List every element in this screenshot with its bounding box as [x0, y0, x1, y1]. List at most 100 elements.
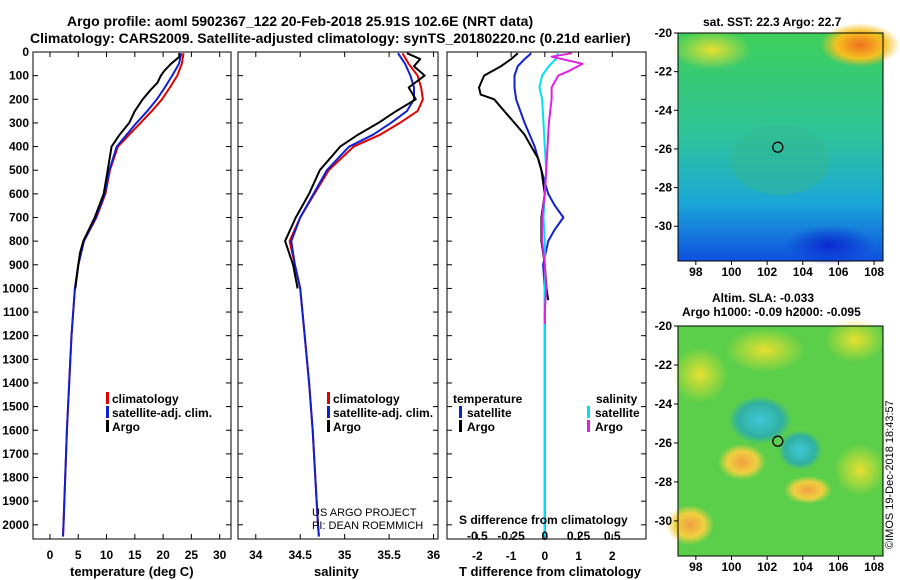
- depth-tick-label: 700: [9, 210, 29, 224]
- x-tick-label: -2: [472, 549, 483, 563]
- temperature-panel: 0 5 10 15 20 25 30 temperature (deg C) climato…: [32, 51, 232, 579]
- sst-map-title: sat. SST: 22.3 Argo: 22.7: [703, 15, 842, 29]
- difference-legend: temperature satellite Argo salinity sate…: [453, 392, 640, 434]
- legend-salinity-title: salinity: [596, 392, 638, 406]
- salinity-x-ticks: 34 34.5 35 35.5 36: [238, 51, 441, 562]
- pi-annotation: PI: DEAN ROEMMICH: [312, 520, 423, 532]
- sla-map-subtitle: Argo h1000: -0.09 h2000: -0.095: [682, 305, 861, 319]
- x-tick-label: -1: [506, 549, 517, 563]
- salinity-xlabel: salinity: [314, 564, 360, 579]
- legend-swatch-climatology: [327, 392, 330, 404]
- map-y-tick-label: -20: [655, 319, 673, 333]
- depth-tick-label: 1900: [2, 494, 29, 508]
- legend-argo: Argo: [333, 420, 361, 434]
- depth-tick-label: 1200: [2, 329, 29, 343]
- depth-tick-label: 200: [9, 92, 29, 106]
- sla-high-patch: [825, 318, 885, 362]
- depth-tick-label: 900: [9, 258, 29, 272]
- sla-high-patch: [718, 444, 766, 480]
- temperature-xlabel: temperature (deg C): [70, 564, 194, 579]
- s-tick-label: -0.25: [497, 529, 525, 543]
- x-tick-label: 15: [128, 548, 142, 562]
- legend-satellite-adj: satellite-adj. clim.: [333, 406, 433, 420]
- map-x-tick-label: 100: [721, 560, 741, 574]
- map-x-tick-label: 104: [793, 560, 813, 574]
- legend-swatch-argo: [327, 420, 330, 432]
- depth-tick-label: 1800: [2, 471, 29, 485]
- temperature-series: [62, 52, 185, 537]
- x-tick-label: 0: [47, 548, 54, 562]
- s-difference-label: S difference from climatology: [459, 513, 628, 527]
- sla-map-frame: [677, 325, 884, 557]
- depth-tick-label: 1700: [2, 447, 29, 461]
- map-x-tick-label: 108: [864, 560, 884, 574]
- x-tick-label: 34: [249, 548, 263, 562]
- sla-low-patch: [778, 430, 822, 470]
- map-x-tick-label: 98: [689, 265, 703, 279]
- depth-tick-label: 100: [9, 69, 29, 83]
- sla-map-title: Altim. SLA: -0.033: [712, 291, 814, 305]
- depth-tick-label: 300: [9, 116, 29, 130]
- legend-swatch-s-argo: [587, 420, 590, 432]
- depth-tick-label: 500: [9, 163, 29, 177]
- depth-tick-label: 400: [9, 140, 29, 154]
- argo-location-marker: [772, 435, 784, 447]
- s-tick-label: 0: [541, 529, 548, 543]
- x-tick-label: 35: [338, 548, 352, 562]
- legend-satellite-adj: satellite-adj. clim.: [112, 406, 212, 420]
- salinity-panel: 34 34.5 35 35.5 36 salinity climatology sate…: [237, 51, 441, 579]
- series-line-argo: [74, 53, 181, 289]
- x-tick-label: 30: [213, 548, 227, 562]
- legend-climatology: climatology: [112, 392, 179, 406]
- x-tick-label: 35.5: [377, 548, 401, 562]
- s-tick-label: 0.25: [567, 529, 591, 543]
- map-y-tick-label: -30: [655, 219, 673, 233]
- depth-tick-label: 1100: [3, 305, 29, 319]
- imos-credit: ©IMOS 19-Dec-2018 18:43:57: [884, 400, 896, 549]
- argo-location-marker: [772, 141, 784, 153]
- depth-tick-label: 0: [22, 45, 29, 59]
- legend-swatch-s-satellite: [587, 406, 590, 418]
- difference-panel: -2 -1 0 1 2 S difference from climatology -0…: [446, 51, 647, 579]
- legend-s-satellite: satellite: [595, 406, 640, 420]
- depth-tick-label: 2000: [2, 518, 29, 532]
- map-x-tick-label: 104: [793, 265, 813, 279]
- depth-tick-label: 1500: [2, 400, 29, 414]
- map-x-tick-label: 102: [757, 265, 777, 279]
- x-tick-label: 10: [100, 548, 114, 562]
- sst-cold-patch: [785, 225, 875, 265]
- x-tick-label: 0: [541, 549, 548, 563]
- map-y-tick-label: -24: [655, 397, 673, 411]
- x-tick-label: 5: [75, 548, 82, 562]
- x-tick-label: 1: [575, 549, 582, 563]
- legend-t-satellite: satellite: [467, 406, 512, 420]
- s-tick-label: -0.5: [467, 529, 488, 543]
- x-tick-label: 2: [609, 549, 616, 563]
- legend-climatology: climatology: [333, 392, 400, 406]
- depth-tick-label: 1600: [2, 423, 29, 437]
- sst-map: sat. SST: 22.3 Argo: 22.7 98 100 102 104 106…: [655, 15, 900, 279]
- temperature-x-ticks: 0 5 10 15 20 25 30: [33, 51, 231, 562]
- legend-t-argo: Argo: [467, 420, 495, 434]
- sst-map-frame: [677, 32, 884, 262]
- s-difference-ticks: -0.5 -0.25 0 0.25 0.5: [467, 529, 621, 543]
- depth-tick-label: 1300: [2, 352, 29, 366]
- sst-teal-patch: [730, 125, 830, 195]
- sla-high-patch: [784, 476, 832, 504]
- sla-high-patch: [666, 505, 714, 545]
- legend-swatch-satellite: [106, 406, 109, 418]
- temperature-legend: climatology satellite-adj. clim. Argo: [106, 392, 212, 434]
- s-tick-label: 0.5: [604, 529, 621, 543]
- map-y-tick-label: -28: [655, 181, 673, 195]
- map-y-tick-label: -22: [655, 358, 673, 372]
- depth-tick-label: 800: [9, 234, 29, 248]
- sla-high-patch: [725, 328, 805, 372]
- legend-swatch-satellite: [327, 406, 330, 418]
- depth-axis: 0 100 200 300 400 500 600 700 800 900 1000 1100 1200…: [2, 45, 29, 532]
- salinity-plot-frame: [237, 51, 439, 540]
- map-x-tick-label: 100: [721, 265, 741, 279]
- legend-swatch-climatology: [106, 392, 109, 404]
- salinity-legend: climatology satellite-adj. clim. Argo: [327, 392, 433, 434]
- legend-swatch-argo: [106, 420, 109, 432]
